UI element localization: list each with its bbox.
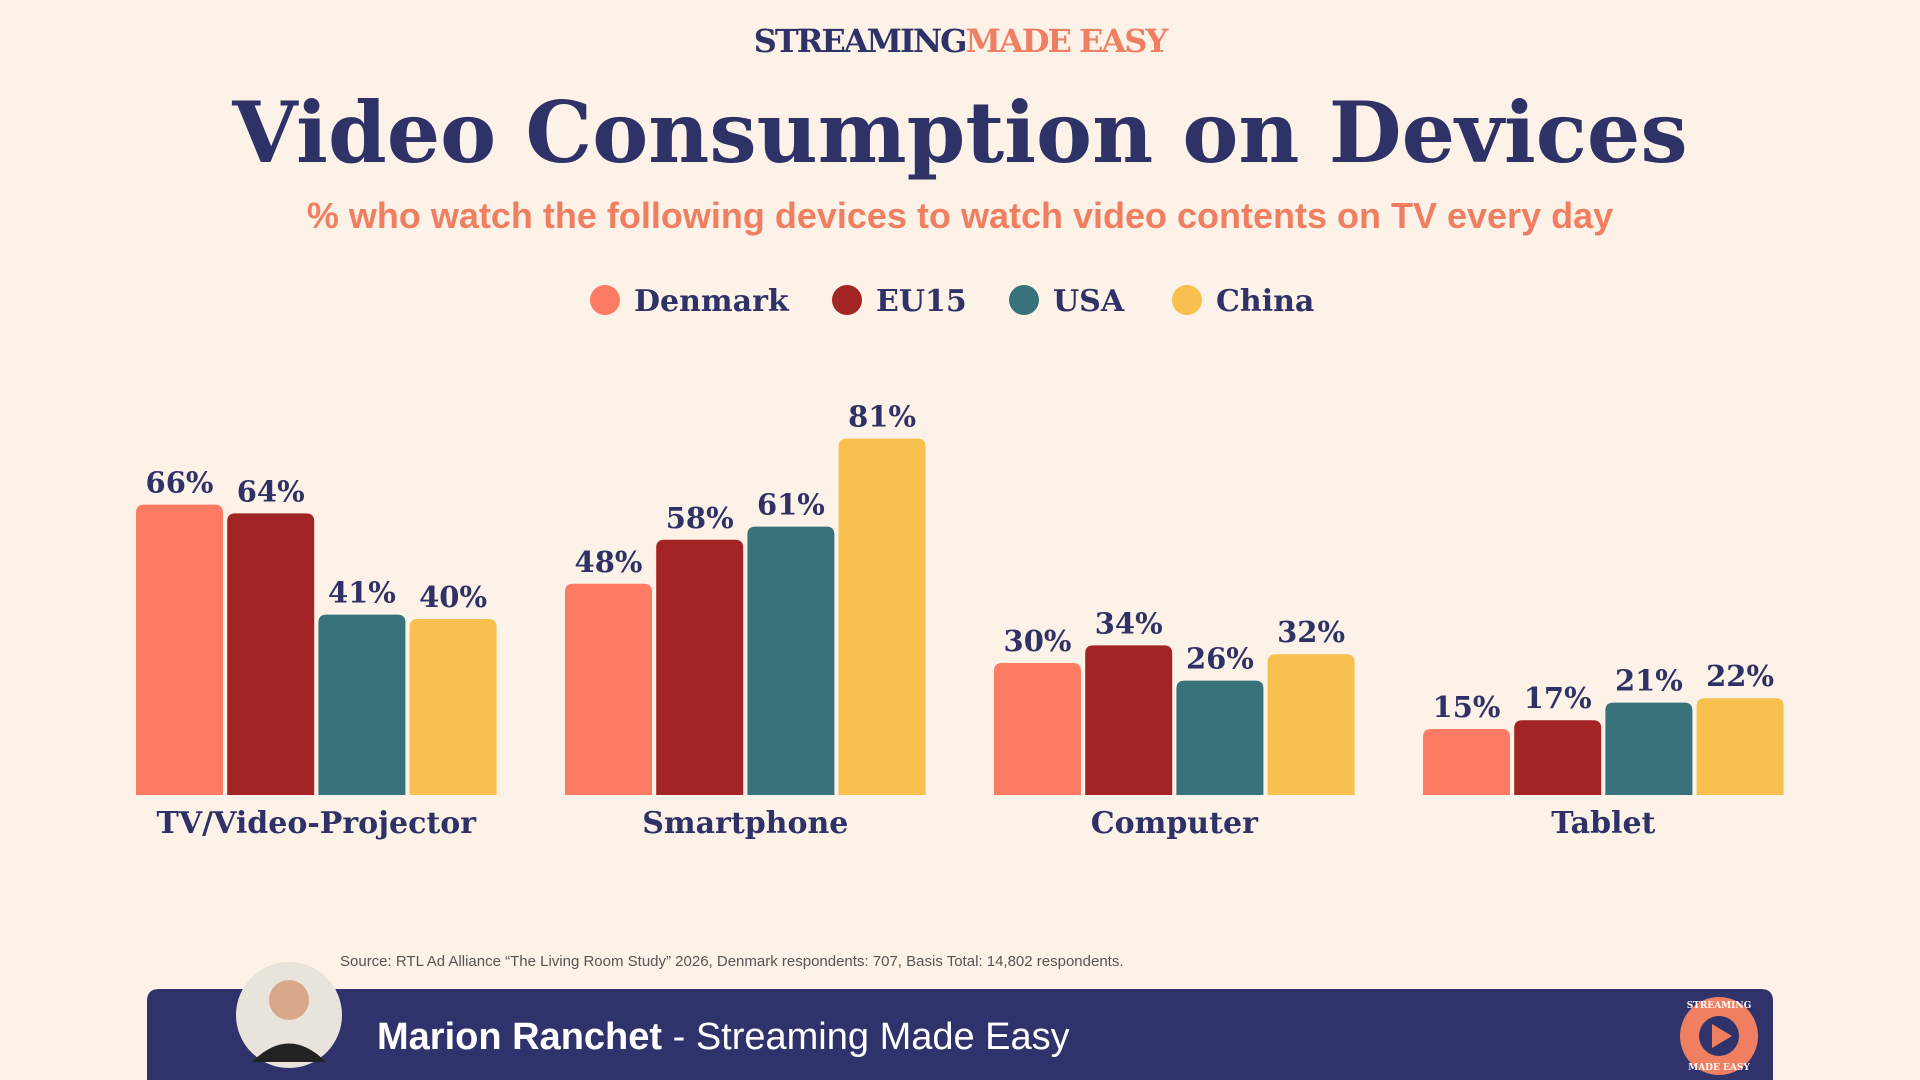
value-label: 30% [1004,624,1072,658]
value-label: 64% [237,474,305,508]
x-tick-label: Smartphone [642,806,848,841]
brand: STREAMINGMADE EASY [754,22,1170,60]
bar [1267,654,1355,795]
bar [747,526,835,795]
value-label: 58% [666,501,734,535]
bar [136,504,223,795]
legend-label: EU15 [876,284,967,319]
avatar-body [252,1043,326,1062]
value-label: 34% [1095,606,1163,640]
footer-tagline: - Streaming Made Easy [662,1016,1070,1058]
bar [409,619,497,795]
chart-subtitle: % who watch the following devices to wat… [307,195,1613,236]
logo-text: MADE EASY [1688,1063,1750,1073]
legend-swatch [832,285,862,315]
bar [1423,729,1510,795]
value-label: 66% [146,466,214,500]
legend-swatch [1009,285,1039,315]
x-tick-label: TV/Video-Projector [157,806,478,841]
brand-part: MADE EASY [966,22,1170,60]
bar [227,513,315,795]
x-tick-label: Computer [1091,806,1259,841]
bar [318,614,406,795]
footer-name: Marion Ranchet [377,1016,662,1058]
value-label: 15% [1433,690,1501,724]
value-label: 48% [575,545,643,579]
brand-part: STREAMING [754,22,966,60]
legend-swatch [590,285,620,315]
bar [838,438,926,795]
value-label: 17% [1524,681,1592,715]
value-label: 26% [1186,642,1254,676]
footer-text: Marion Ranchet - Streaming Made Easy [377,1016,1070,1058]
logo-play [1712,1024,1732,1048]
value-label: 40% [419,580,487,614]
legend-label: USA [1053,284,1125,319]
bar [1176,680,1264,795]
legend-swatch [1172,285,1202,315]
value-label: 81% [848,400,916,434]
value-label: 61% [757,488,825,522]
value-label: 21% [1615,664,1683,698]
legend-label: China [1216,284,1314,319]
value-label: 22% [1706,659,1774,693]
bar [656,539,744,795]
logo-text: STREAMING [1687,1001,1752,1011]
chart-title: Video Consumption on Devices [231,83,1687,182]
legend-label: Denmark [634,284,790,319]
footer-bar [147,989,1773,1080]
x-tick-label: Tablet [1551,806,1655,841]
avatar-face [269,980,309,1020]
bar [1085,645,1173,795]
bar [1514,720,1602,795]
bar [565,583,652,795]
bar [994,663,1081,795]
value-label: 32% [1277,615,1345,649]
source: Source: RTL Ad Alliance “The Living Room… [340,953,1124,970]
bar [1605,702,1693,795]
value-label: 41% [328,576,396,610]
bar [1696,698,1784,795]
